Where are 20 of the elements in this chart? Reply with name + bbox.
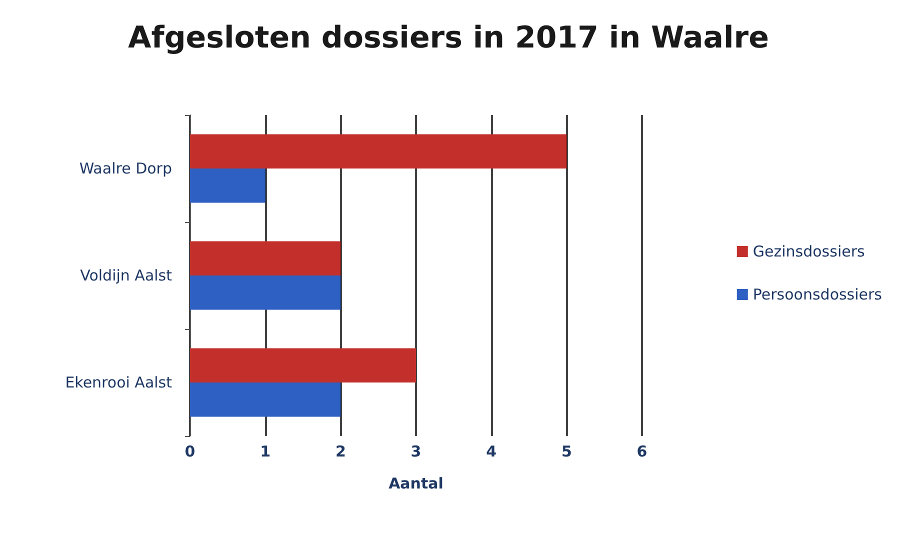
bar	[190, 134, 567, 168]
y-tick-label: Waalre Dorp	[79, 160, 172, 178]
x-tick-label: 4	[486, 442, 497, 460]
x-tick-label: 0	[184, 442, 196, 460]
chart-title: Afgesloten dossiers in 2017 in Waalre	[128, 20, 769, 56]
y-tick-label: Ekenrooi Aalst	[65, 374, 172, 392]
bar	[190, 241, 341, 276]
x-tick-label: 5	[561, 442, 572, 460]
x-tick-label: 2	[335, 442, 346, 460]
y-tick-label: Voldijn Aalst	[80, 266, 172, 284]
bar	[190, 382, 341, 417]
x-axis-title: Aantal	[388, 474, 444, 492]
x-tick-label: 6	[636, 442, 648, 460]
bar	[190, 168, 266, 203]
legend-label: Persoonsdossiers	[752, 286, 882, 304]
bar	[190, 276, 341, 310]
x-tick-label: 1	[260, 442, 271, 460]
bar	[190, 348, 416, 382]
legend-label: Gezinsdossiers	[752, 242, 865, 260]
x-tick-label: 3	[410, 442, 422, 460]
